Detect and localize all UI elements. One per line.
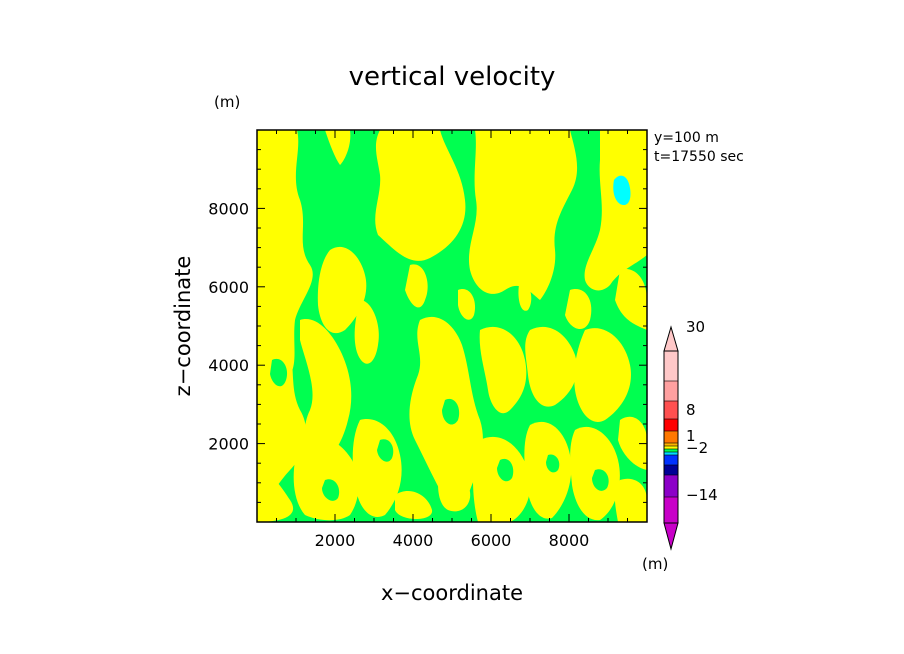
y-tick-label: 6000 bbox=[208, 278, 249, 297]
colorbar-label: 30 bbox=[686, 318, 705, 336]
chart-title: vertical velocity bbox=[349, 62, 556, 92]
colorbar-segment bbox=[664, 401, 678, 419]
colorbar-segment bbox=[664, 351, 678, 381]
x-tick-label: 8000 bbox=[549, 531, 590, 550]
x-tick-label: 6000 bbox=[471, 531, 512, 550]
colorbar-unit-label: (m) bbox=[642, 555, 668, 573]
colorbar-segment bbox=[664, 381, 678, 401]
axis-ticks bbox=[257, 130, 647, 522]
y-unit-label: (m) bbox=[214, 93, 240, 111]
y-tick-label: 2000 bbox=[208, 435, 249, 454]
colorbar-segment bbox=[664, 443, 678, 446]
annotation-t: t=17550 sec bbox=[654, 149, 744, 165]
x-axis-label: x−coordinate bbox=[381, 581, 523, 605]
colorbar-label: 8 bbox=[686, 401, 696, 419]
colorbar-label: −14 bbox=[686, 486, 718, 504]
downdraft-spot bbox=[613, 175, 631, 206]
colorbar-segment bbox=[664, 419, 678, 431]
colorbar-segment bbox=[664, 465, 678, 475]
colorbar-label: −2 bbox=[686, 439, 708, 457]
x-tick-label: 2000 bbox=[315, 531, 356, 550]
colorbar-top-triangle bbox=[663, 325, 679, 352]
colorbar-segment bbox=[664, 455, 678, 465]
y-tick-label: 4000 bbox=[208, 356, 249, 375]
neutral-pockets bbox=[270, 358, 609, 501]
colorbar-segment bbox=[664, 449, 678, 452]
colorbar-segment bbox=[664, 431, 678, 443]
colorbar bbox=[663, 325, 679, 551]
y-axis-label: z−coordinate bbox=[171, 256, 195, 397]
colorbar-segment bbox=[664, 497, 678, 523]
colorbar-segment bbox=[664, 446, 678, 449]
colorbar-segment bbox=[664, 452, 678, 455]
colorbar-bottom-triangle bbox=[663, 522, 679, 551]
colorbar-segment bbox=[664, 475, 678, 497]
annotation-y: y=100 m bbox=[654, 130, 719, 146]
y-tick-labels: 2000 4000 6000 8000 bbox=[208, 199, 249, 453]
colorbar-labels: 30 8 1−2 −14 bbox=[686, 318, 718, 504]
y-tick-label: 8000 bbox=[208, 199, 249, 218]
heatmap-field bbox=[257, 130, 647, 522]
colorbar-label: 1 bbox=[686, 427, 696, 445]
x-tick-labels: 2000 4000 6000 8000 bbox=[315, 531, 590, 550]
x-tick-label: 4000 bbox=[393, 531, 434, 550]
